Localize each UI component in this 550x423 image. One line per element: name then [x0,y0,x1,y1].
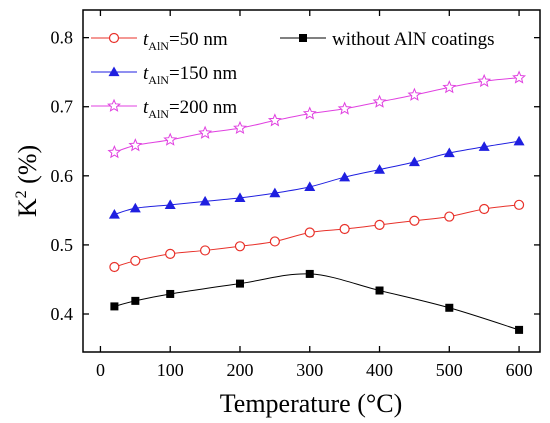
data-point-t200 [372,94,387,108]
legend-marker-t150 [108,66,120,77]
data-point-t150 [129,202,141,213]
data-point-t50 [199,245,211,256]
series-markers [107,70,527,334]
data-point-none [110,302,119,311]
data-point-t200 [337,101,352,115]
data-point-t200 [163,132,178,146]
x-tick-label: 0 [96,360,105,380]
data-point-t200 [128,138,143,152]
data-point-none [131,296,140,305]
legend-label-rest: =200 nm [169,97,237,118]
x-axis-title: Temperature (°C) [220,389,403,418]
x-tick-label: 100 [157,360,184,380]
axis-ticks: 0 100 200 300 400 500 600 0.4 0.5 0.6 0.7 0.8 [51,10,540,380]
data-point-none [235,279,244,288]
x-tick-label: 200 [226,360,253,380]
legend-label-t50: tAlN=50 nm [143,29,228,53]
data-point-t50 [304,227,315,238]
legend-label-sub: AlN [148,73,169,87]
x-tick-label: 500 [436,360,463,380]
data-point-t200 [302,106,317,120]
y-axis-title-base: K [13,198,42,217]
data-point-t150 [164,199,176,209]
legend-label-var: t [143,63,149,84]
data-point-t200 [267,113,282,127]
data-point-t200 [512,70,527,84]
legend-label-var: t [143,29,149,50]
legend-marker-t200 [107,98,121,112]
y-axis-title: K2 (%) [13,145,42,217]
legend-marker-t50 [108,32,120,44]
data-point-t200 [442,80,457,94]
data-point-t150 [304,181,316,191]
data-point-t150 [199,195,211,206]
data-point-t50 [479,203,490,215]
data-point-t200 [198,125,213,139]
legend-label-t200: tAlN=200 nm [143,97,237,121]
data-point-t50 [444,211,455,222]
x-tick-label: 400 [366,360,393,380]
data-point-none [166,289,175,298]
data-point-t200 [233,120,247,135]
y-axis-title-rest: (%) [13,145,42,190]
series-line-t50 [114,204,520,268]
y-tick-label: 0.8 [51,28,74,48]
x-tick-label: 600 [506,360,533,380]
data-point-t150 [374,164,386,174]
data-point-t50 [269,236,280,247]
series-line-none [114,273,520,331]
data-point-none [515,325,524,334]
data-point-none [445,303,454,312]
legend-label-sub: AlN [148,107,169,121]
series-line-t150 [114,140,520,215]
data-point-t200 [107,145,122,159]
data-point-t50 [130,255,141,266]
legend-label-var: t [143,97,149,118]
data-point-t150 [339,171,351,182]
legend-marker-none [299,34,307,42]
data-point-t150 [513,135,525,146]
y-tick-label: 0.6 [51,166,74,186]
y-tick-label: 0.4 [51,304,74,324]
data-point-t150 [269,187,281,198]
data-point-t50 [374,219,385,230]
data-point-t50 [409,215,420,226]
y-tick-label: 0.5 [51,235,74,255]
data-point-t50 [109,261,120,273]
data-point-none [375,286,384,295]
data-point-t50 [513,199,525,210]
data-point-t50 [339,223,350,235]
y-tick-label: 0.7 [51,97,74,117]
y-axis-title-superscript: 2 [13,190,30,198]
plot-frame [82,9,541,353]
data-point-t50 [165,248,176,259]
data-point-t150 [478,141,490,151]
legend-label-sub: AlN [148,39,169,53]
data-point-t200 [407,87,422,101]
legend-label-rest: =150 nm [169,63,237,84]
data-point-t150 [234,192,246,203]
data-point-t200 [477,73,492,88]
legend-label-rest: =50 nm [169,29,228,50]
x-tick-label: 300 [296,360,323,380]
legend-label-t150: tAlN=150 nm [143,63,237,87]
data-point-t150 [443,147,455,158]
data-point-t150 [108,209,120,219]
data-point-t50 [234,241,246,252]
data-point-none [305,269,314,278]
legend-label-none: without AlN coatings [332,29,495,50]
data-point-t150 [408,156,420,167]
